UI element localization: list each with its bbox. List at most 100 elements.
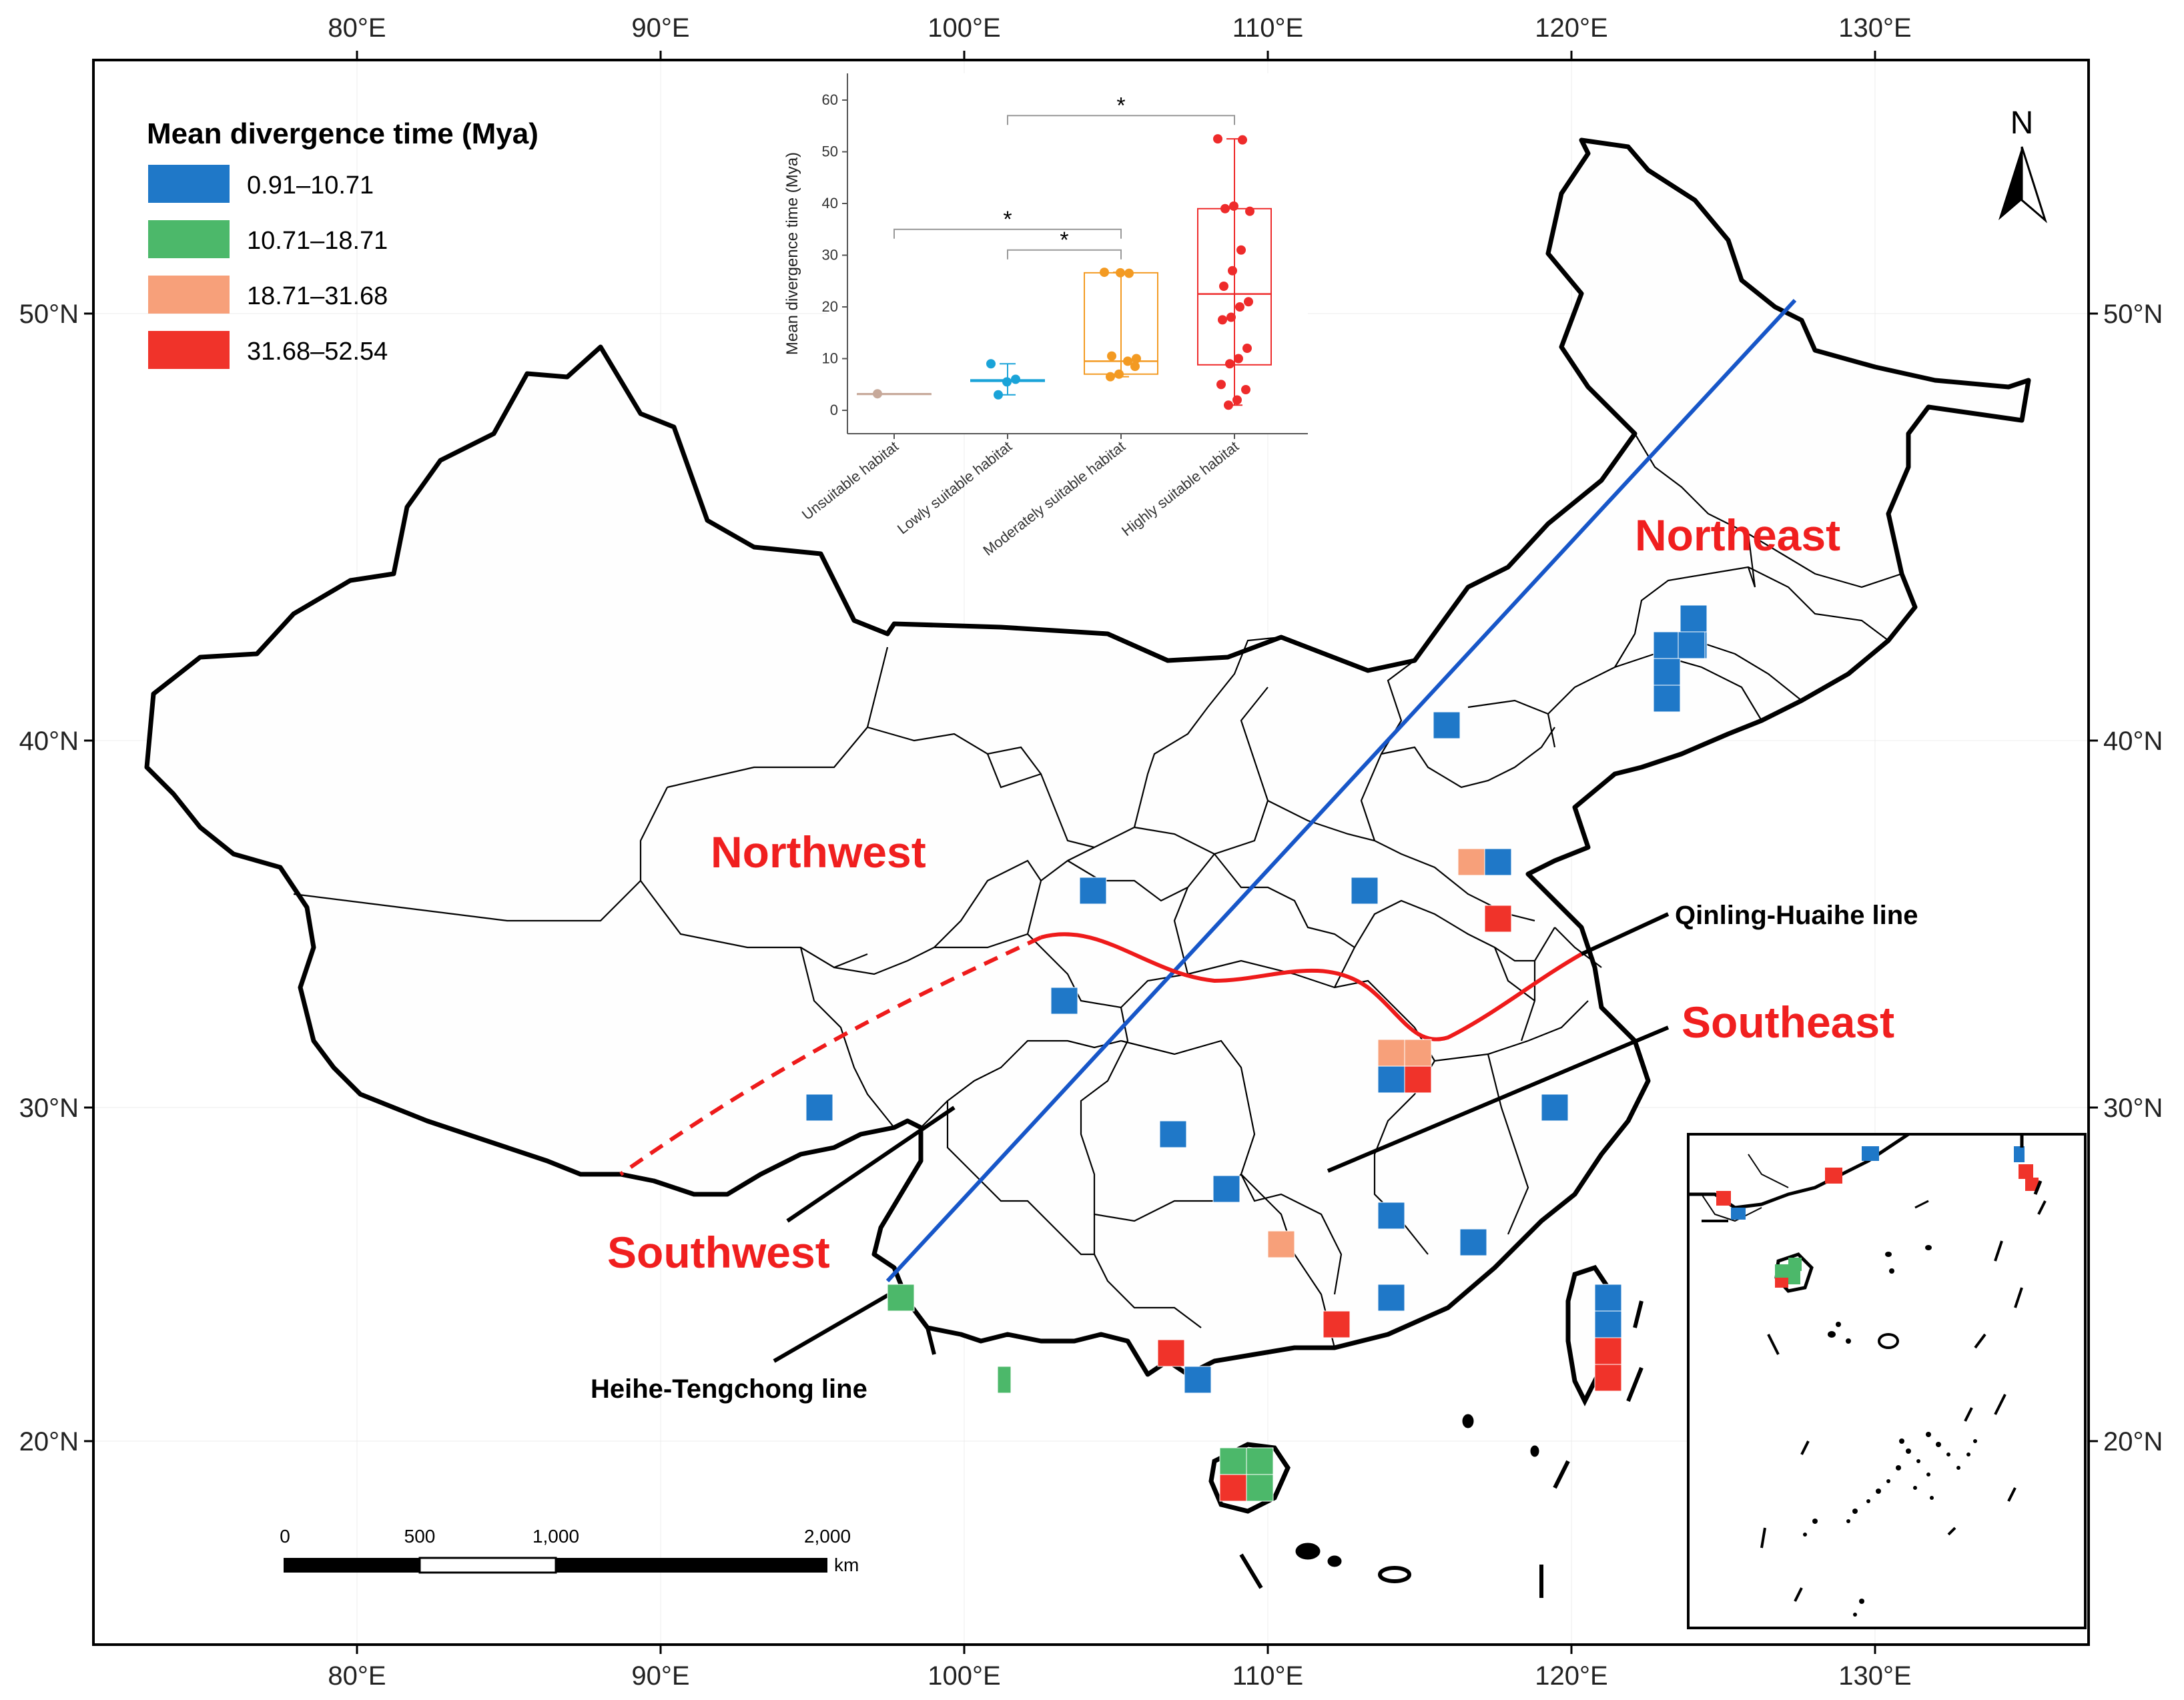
grid-cell xyxy=(1351,877,1379,905)
significance-label: * xyxy=(1116,93,1125,118)
y-tick-label: 30 xyxy=(822,247,838,264)
data-point xyxy=(1123,356,1132,366)
region-label-southeast: Southeast xyxy=(1682,997,1894,1047)
qinling-huaihe-line-dashed xyxy=(619,935,1042,1176)
data-point xyxy=(1220,203,1230,214)
leader-lines xyxy=(773,912,1670,1363)
data-point xyxy=(1114,369,1124,379)
significance-brackets: * * * xyxy=(893,93,1235,260)
legend-label: 18.71–31.68 xyxy=(247,282,388,310)
y-tick-label: 20 xyxy=(822,298,838,315)
inset-boxplot: 0 10 20 30 40 50 60 * * * Unsuitable habitatLowl… xyxy=(783,73,1308,559)
data-point xyxy=(1124,268,1134,278)
frame-ticks xyxy=(84,51,2098,1654)
scale-tick-label: 2,000 xyxy=(804,1526,851,1547)
grid-cell xyxy=(1594,1337,1622,1365)
map-frame xyxy=(92,59,2090,1646)
lon-label: 90°E xyxy=(631,1661,689,1691)
lat-label: 50°N xyxy=(2103,300,2163,329)
longitude-labels-bottom: 80°E 90°E 100°E 110°E 120°E 130°E xyxy=(328,1661,1911,1691)
grid-cell xyxy=(1246,1474,1274,1502)
grid-cell xyxy=(1653,658,1681,686)
grid-cell xyxy=(1404,1066,1432,1094)
grid-cell xyxy=(1680,604,1708,632)
grid-cell xyxy=(1433,711,1461,739)
y-tick-label: 60 xyxy=(822,91,838,108)
data-point xyxy=(1235,302,1244,312)
grid-cell xyxy=(1157,1339,1185,1367)
data-point xyxy=(1242,344,1252,353)
grid-cell xyxy=(805,1094,833,1122)
data-point xyxy=(1216,380,1226,390)
data-point xyxy=(1219,282,1228,291)
data-point xyxy=(994,390,1003,400)
lon-label: 80°E xyxy=(328,13,386,43)
region-label-northwest: Northwest xyxy=(711,827,926,877)
grid-cell xyxy=(1653,631,1681,659)
grid-cell xyxy=(997,1366,1012,1394)
lon-label: 130°E xyxy=(1838,13,1911,43)
data-point xyxy=(1107,351,1116,361)
heihe-tengchong-line xyxy=(885,298,1797,1283)
data-point xyxy=(1244,297,1253,307)
latitude-labels-left: 50°N 40°N 30°N 20°N xyxy=(19,300,79,1456)
data-point xyxy=(1238,135,1247,145)
scale-tick-label: 1,000 xyxy=(532,1526,579,1547)
significance-label: * xyxy=(1060,228,1068,253)
data-point xyxy=(1225,359,1234,369)
y-tick-label: 10 xyxy=(822,350,838,367)
data-point xyxy=(1229,201,1238,211)
grid-cell xyxy=(1594,1364,1622,1392)
lat-label: 40°N xyxy=(19,727,79,756)
legend: Mean divergence time (Mya) 0.91–10.71 10… xyxy=(147,117,538,369)
boxplot-y-label: Mean divergence time (Mya) xyxy=(783,152,801,355)
occurrence-cells xyxy=(805,604,1708,1502)
latitude-labels-right: 50°N 40°N 30°N 20°N xyxy=(2103,300,2163,1456)
data-point xyxy=(1100,268,1109,278)
legend-swatch xyxy=(148,276,230,314)
grid-cell xyxy=(1219,1447,1247,1475)
y-axis-ticks: 0 10 20 30 40 50 60 xyxy=(822,91,847,418)
grid-cell xyxy=(1079,877,1107,905)
lat-label: 20°N xyxy=(2103,1427,2163,1456)
lat-label: 40°N xyxy=(2103,727,2163,756)
lon-label: 120°E xyxy=(1535,1661,1607,1691)
grid-cell xyxy=(1267,1230,1295,1258)
grid-cell xyxy=(1050,987,1078,1015)
qinling-huaihe-line-solid xyxy=(1040,932,1583,1041)
data-point xyxy=(1226,312,1236,322)
scale-unit: km xyxy=(834,1555,859,1575)
scale-bar: 0 500 1,000 2,000 km xyxy=(280,1526,859,1575)
north-arrow: N xyxy=(1998,105,2048,224)
grid-cell xyxy=(1246,1447,1274,1475)
y-tick-label: 40 xyxy=(822,195,838,211)
lat-label: 30°N xyxy=(2103,1094,2163,1123)
lon-label: 90°E xyxy=(631,13,689,43)
data-point xyxy=(1245,206,1254,216)
longitude-labels-top: 80°E 90°E 100°E 110°E 120°E 130°E xyxy=(328,13,1911,43)
north-arrow-label: N xyxy=(2011,105,2034,141)
grid-cell xyxy=(1184,1366,1212,1394)
grid-cell xyxy=(1159,1120,1187,1148)
grid-cell xyxy=(1594,1284,1622,1312)
data-point xyxy=(873,389,882,399)
data-point xyxy=(986,359,996,369)
grid-cell xyxy=(1653,685,1681,713)
lat-label: 50°N xyxy=(19,300,79,329)
grid-cell xyxy=(1377,1284,1405,1312)
lon-label: 80°E xyxy=(328,1661,386,1691)
data-point xyxy=(1011,374,1020,384)
significance-bracket xyxy=(1007,115,1235,125)
region-label-southwest: Southwest xyxy=(607,1228,830,1277)
grid-cell xyxy=(1323,1310,1351,1338)
legend-label: 31.68–52.54 xyxy=(247,338,388,366)
legend-swatch xyxy=(148,331,230,369)
lon-label: 120°E xyxy=(1535,13,1607,43)
data-point xyxy=(1218,315,1227,325)
data-point xyxy=(1130,362,1140,372)
grid-cell xyxy=(1541,1094,1569,1122)
data-point xyxy=(1106,372,1115,382)
legend-label: 10.71–18.71 xyxy=(247,227,388,255)
grid-cell xyxy=(887,1284,915,1312)
data-point xyxy=(1002,377,1012,387)
